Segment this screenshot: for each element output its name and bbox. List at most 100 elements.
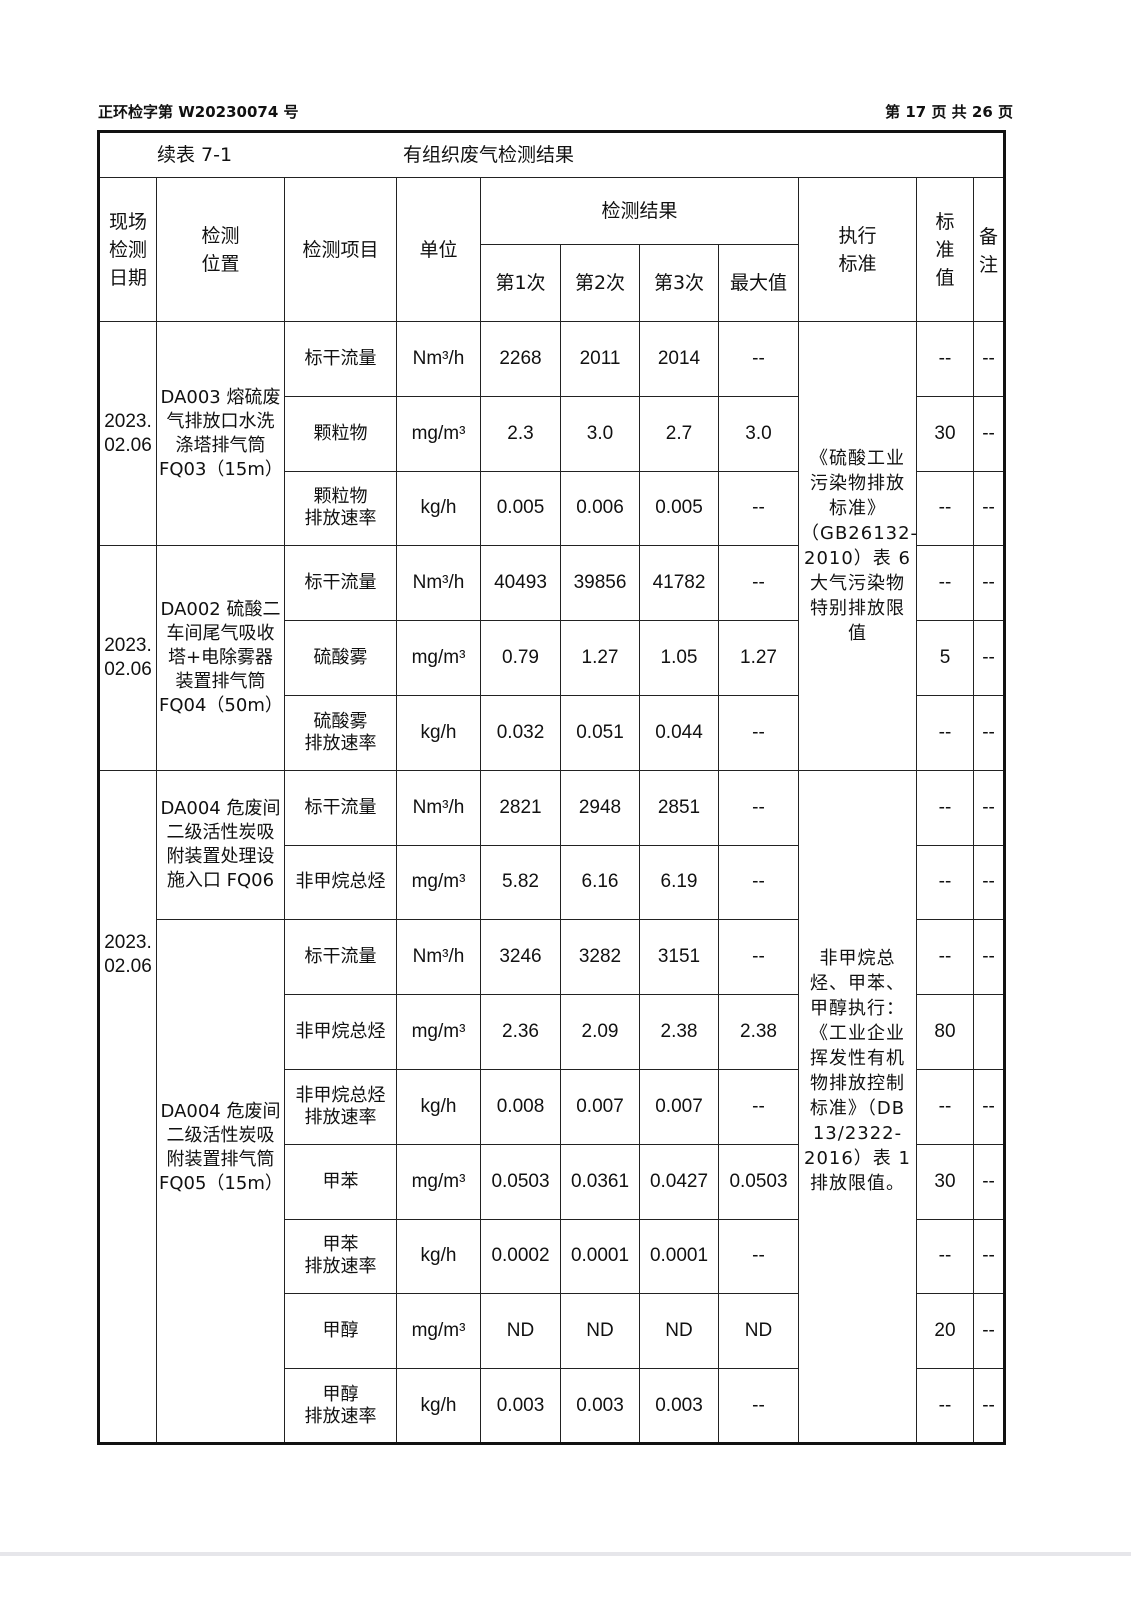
r3-cell: 41782: [639, 545, 719, 622]
unit-cell: Nm³/h: [396, 769, 481, 846]
col-date: 现场 检测 日期: [98, 177, 157, 322]
remark-cell: --: [972, 1218, 1006, 1295]
unit-cell: mg/m³: [396, 395, 481, 472]
remark-cell: --: [972, 769, 1006, 846]
r1-cell: 0.008: [480, 1068, 561, 1145]
results-table: 续表 7-1 有组织废气检测结果 现场 检测 日期 检测 位置 检测项目 单位 …: [97, 130, 1007, 1445]
limit-cell: --: [916, 1218, 974, 1295]
date-cell: 2023. 02.06: [98, 769, 157, 1444]
r1-cell: 0.0503: [480, 1143, 561, 1220]
r1-cell: 2.36: [480, 994, 561, 1070]
r1-cell: 0.79: [480, 620, 561, 696]
r1-cell: 40493: [480, 545, 561, 622]
remark-cell: --: [972, 470, 1006, 547]
date-cell: 2023. 02.06: [98, 320, 157, 547]
item-cell: 标干流量: [284, 919, 397, 996]
r2-cell: 39856: [560, 545, 640, 622]
item-cell: 甲苯 排放速率: [284, 1218, 397, 1295]
item-cell: 颗粒物 排放速率: [284, 470, 397, 547]
unit-cell: Nm³/h: [396, 321, 481, 397]
table-caption: 续表 7-1: [157, 144, 233, 166]
item-cell: 非甲烷总烃: [284, 844, 397, 921]
limit-cell: --: [916, 321, 974, 397]
r3-cell: 2851: [639, 769, 719, 846]
unit-cell: mg/m³: [396, 1143, 481, 1220]
r2-cell: 6.16: [560, 844, 640, 921]
col-run1: 第1次: [480, 244, 561, 322]
remark-cell: --: [972, 321, 1006, 397]
max-cell: 0.0503: [718, 1143, 799, 1220]
table-row: 甲苯 mg/m³ 0.0503 0.0361 0.0427 0.0503 30 --: [99, 1143, 1006, 1220]
r3-cell: 3151: [639, 919, 719, 996]
item-cell: 甲醇 排放速率: [284, 1368, 397, 1444]
limit-cell: --: [916, 545, 974, 622]
r2-cell: 1.27: [560, 620, 640, 696]
max-cell: --: [718, 844, 799, 921]
table-row: 2023. 02.06 DA003 熔硫废气排放口水洗涤塔排气筒 FQ03（15m…: [98, 320, 1006, 771]
max-cell: 2.38: [718, 994, 799, 1070]
location-cell: DA003 熔硫废气排放口水洗涤塔排气筒 FQ03（15m）: [156, 320, 285, 547]
table-row: 甲醇 mg/m³ ND ND ND ND 20 --: [99, 1293, 1006, 1370]
unit-cell: mg/m³: [396, 620, 481, 696]
unit-cell: kg/h: [396, 470, 481, 547]
limit-cell: --: [916, 1368, 974, 1444]
max-cell: --: [718, 1218, 799, 1295]
max-cell: --: [718, 1068, 799, 1145]
r2-cell: 2011: [560, 321, 640, 397]
r1-cell: 3246: [480, 919, 561, 996]
r3-cell: 0.007: [639, 1068, 719, 1145]
max-cell: 3.0: [718, 395, 799, 472]
r3-cell: 0.0427: [639, 1143, 719, 1220]
col-standard: 执行 标准: [798, 177, 917, 322]
table-title: 有组织废气检测结果: [403, 144, 575, 166]
r3-cell: 0.044: [639, 694, 719, 771]
unit-cell: mg/m³: [396, 844, 481, 921]
item-cell: 标干流量: [284, 545, 397, 622]
r1-cell: 5.82: [480, 844, 561, 921]
col-results: 检测结果: [480, 177, 799, 245]
max-cell: --: [718, 321, 799, 397]
unit-cell: Nm³/h: [396, 919, 481, 996]
unit-cell: kg/h: [396, 1218, 481, 1295]
table-row: 颗粒物 mg/m³ 2.3 3.0 2.7 3.0 30 --: [99, 395, 1006, 472]
r3-cell: 0.0001: [639, 1218, 719, 1295]
item-cell: 颗粒物: [284, 395, 397, 472]
max-cell: --: [718, 1368, 799, 1444]
unit-cell: kg/h: [396, 1068, 481, 1145]
item-cell: 标干流量: [284, 769, 397, 846]
remark-cell: --: [972, 919, 1006, 996]
table-row: 非甲烷总烃 mg/m³ 2.36 2.09 2.38 2.38 80: [99, 994, 1006, 1070]
r1-cell: ND: [480, 1293, 561, 1370]
table-row: 非甲烷总烃 排放速率 kg/h 0.008 0.007 0.007 -- -- --: [99, 1068, 1006, 1145]
r3-cell: 0.003: [639, 1368, 719, 1444]
report-number: 正环检字第 W20230074 号: [98, 103, 299, 121]
col-remark: 备 注: [972, 177, 1006, 322]
item-cell: 非甲烷总烃: [284, 994, 397, 1070]
r2-cell: 2948: [560, 769, 640, 846]
r2-cell: 0.003: [560, 1368, 640, 1444]
header-row: 现场 检测 日期 检测 位置 检测项目 单位 检测结果 执行 标准 标 准 值 …: [98, 177, 1006, 322]
r2-cell: 0.006: [560, 470, 640, 547]
table-row: 甲苯 排放速率 kg/h 0.0002 0.0001 0.0001 -- -- --: [99, 1218, 1006, 1295]
remark-cell: --: [972, 844, 1006, 921]
unit-cell: kg/h: [396, 694, 481, 771]
col-location: 检测 位置: [156, 177, 285, 322]
item-cell: 硫酸雾 排放速率: [284, 694, 397, 771]
table-row: 甲醇 排放速率 kg/h 0.003 0.003 0.003 -- -- --: [99, 1368, 1006, 1444]
col-limit: 标 准 值: [916, 177, 974, 322]
max-cell: 1.27: [718, 620, 799, 696]
max-cell: --: [718, 470, 799, 547]
item-cell: 硫酸雾: [284, 620, 397, 696]
r2-cell: 0.0361: [560, 1143, 640, 1220]
table-title-row: 续表 7-1 有组织废气检测结果: [97, 131, 1006, 178]
location-cell: DA002 硫酸二车间尾气吸收塔+电除雾器装置排气筒 FQ04（50m）: [156, 545, 285, 771]
r1-cell: 0.0002: [480, 1218, 561, 1295]
table-row: 硫酸雾 mg/m³ 0.79 1.27 1.05 1.27 5 --: [99, 620, 1006, 696]
limit-cell: 5: [916, 620, 974, 696]
col-run2: 第2次: [560, 244, 640, 322]
r1-cell: 2821: [480, 769, 561, 846]
col-item: 检测项目: [284, 177, 397, 322]
r2-cell: 3282: [560, 919, 640, 996]
r2-cell: 0.051: [560, 694, 640, 771]
remark-cell: [972, 994, 1006, 1070]
